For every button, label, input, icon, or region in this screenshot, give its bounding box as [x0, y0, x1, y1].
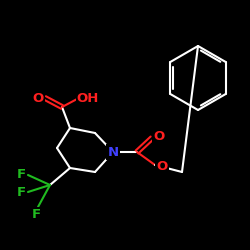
Text: OH: OH	[77, 92, 99, 104]
Text: F: F	[16, 168, 26, 181]
Text: N: N	[108, 146, 118, 158]
Text: F: F	[16, 186, 26, 198]
Text: O: O	[156, 160, 168, 173]
Text: F: F	[32, 208, 40, 222]
Text: O: O	[154, 130, 164, 142]
Text: O: O	[32, 92, 44, 104]
